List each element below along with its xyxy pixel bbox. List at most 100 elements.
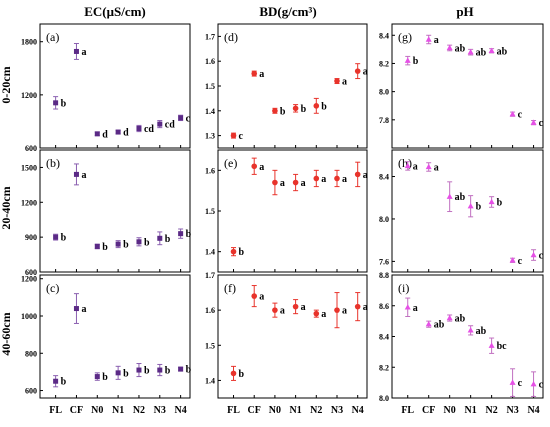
x-tick-label: N2	[310, 405, 322, 416]
significance-letter: b	[61, 233, 67, 244]
data-point	[404, 57, 411, 63]
significance-letter: a	[301, 302, 306, 313]
y-tick-label: 8.4	[379, 173, 389, 182]
significance-letter: a	[81, 47, 86, 58]
significance-letter: c	[518, 256, 523, 267]
y-tick-label: 600	[25, 268, 37, 277]
data-point	[136, 126, 142, 132]
x-tick-label: N3	[331, 405, 343, 416]
significance-letter: b	[61, 377, 67, 388]
panel-c: 600 800 1000 1200 (c) b a b b b b b	[21, 274, 192, 399]
x-tick-label: FL	[227, 405, 240, 416]
y-tick-label: 800	[25, 349, 37, 358]
significance-letter: ab	[476, 326, 487, 337]
data-point	[354, 171, 361, 178]
significance-letter: ab	[434, 320, 445, 331]
panel-b: 600 900 1200 1500 (b) b a b b b b b	[21, 149, 192, 277]
significance-letter: b	[123, 240, 129, 251]
significance-letter: a	[321, 309, 326, 320]
data-point	[354, 303, 361, 310]
data-point	[115, 241, 121, 247]
data-point	[404, 162, 411, 169]
significance-letter: a	[342, 306, 347, 317]
significance-letter: b	[186, 229, 192, 240]
data-point	[53, 100, 59, 106]
significance-letter: a	[280, 306, 285, 317]
x-tick-label: N4	[352, 405, 364, 416]
significance-letter: a	[363, 170, 368, 181]
panel-frame	[39, 149, 191, 273]
data-point	[446, 314, 453, 321]
significance-letter: c	[518, 110, 523, 121]
data-point	[251, 70, 258, 77]
x-axis-labels: FL CF N0 N1 N2 N3 N4 FL CF N0 N1 N2 N3 N4 FL CF N0 N1 N2 N3…	[49, 405, 539, 416]
significance-letter: b	[497, 197, 503, 208]
significance-letter: a	[301, 178, 306, 189]
row-label-0-20cm: 0-20cm	[0, 66, 13, 103]
significance-letter: b	[476, 202, 482, 213]
data-point	[94, 243, 100, 249]
y-tick-label: 8.0	[379, 394, 389, 403]
significance-letter: d	[102, 129, 108, 140]
panel-frame	[39, 23, 191, 149]
data-point	[292, 179, 299, 186]
row-label-20-40cm: 20-40cm	[0, 186, 13, 229]
y-tick-label: 1200	[21, 91, 37, 100]
x-tick-label: N2	[486, 405, 498, 416]
data-point	[334, 175, 340, 182]
significance-letter: cd	[144, 124, 154, 135]
significance-letter: a	[321, 174, 326, 185]
data-point	[178, 366, 184, 372]
data-point	[313, 175, 320, 182]
significance-letter: c	[539, 118, 544, 129]
significance-letter: b	[102, 372, 108, 383]
significance-letter: cd	[165, 120, 175, 131]
y-tick-label: 1.7	[205, 32, 215, 41]
x-tick-label: N3	[506, 405, 518, 416]
panel-d: 1.3 1.4 1.5 1.6 1.7 (d) c a b b b a a	[205, 23, 368, 149]
x-tick-label: N0	[91, 405, 103, 416]
data-point	[334, 78, 340, 84]
data-point	[136, 239, 142, 245]
data-point	[136, 367, 142, 373]
x-tick-label: N0	[444, 405, 456, 416]
panel-frame	[391, 23, 544, 149]
data-point	[313, 103, 320, 109]
data-point	[292, 303, 299, 310]
significance-letter: a	[259, 69, 264, 80]
x-tick-label: N0	[269, 405, 281, 416]
significance-letter: ab	[476, 48, 487, 59]
data-point	[509, 257, 516, 263]
y-tick-label: 1.6	[205, 306, 215, 315]
data-point	[251, 293, 258, 299]
data-point	[272, 179, 278, 186]
data-point	[404, 304, 411, 310]
data-point	[230, 248, 237, 255]
row-label-40-60cm: 40-60cm	[0, 312, 13, 355]
y-tick-label: 7.8	[379, 116, 389, 125]
data-point	[467, 203, 474, 209]
data-point	[157, 121, 163, 127]
column-title-ec: EC(μS/cm)	[84, 4, 146, 19]
significance-letter: a	[363, 67, 368, 78]
significance-letter: a	[81, 304, 86, 315]
data-point	[425, 321, 432, 327]
significance-letter: a	[413, 161, 418, 172]
data-point	[251, 163, 258, 170]
significance-letter: b	[280, 106, 286, 117]
data-point	[530, 119, 537, 125]
data-point	[73, 306, 79, 312]
column-title-ph: pH	[456, 4, 473, 19]
panel-e: 1.4 1.5 1.6 (e) b a a a a a a	[205, 149, 368, 273]
significance-letter: b	[321, 101, 327, 112]
y-tick-label: 1.5	[205, 207, 215, 216]
y-tick-label: 8.6	[379, 302, 389, 311]
significance-letter: a	[280, 178, 285, 189]
panel-label: (i)	[398, 281, 409, 295]
significance-letter: b	[144, 237, 150, 248]
